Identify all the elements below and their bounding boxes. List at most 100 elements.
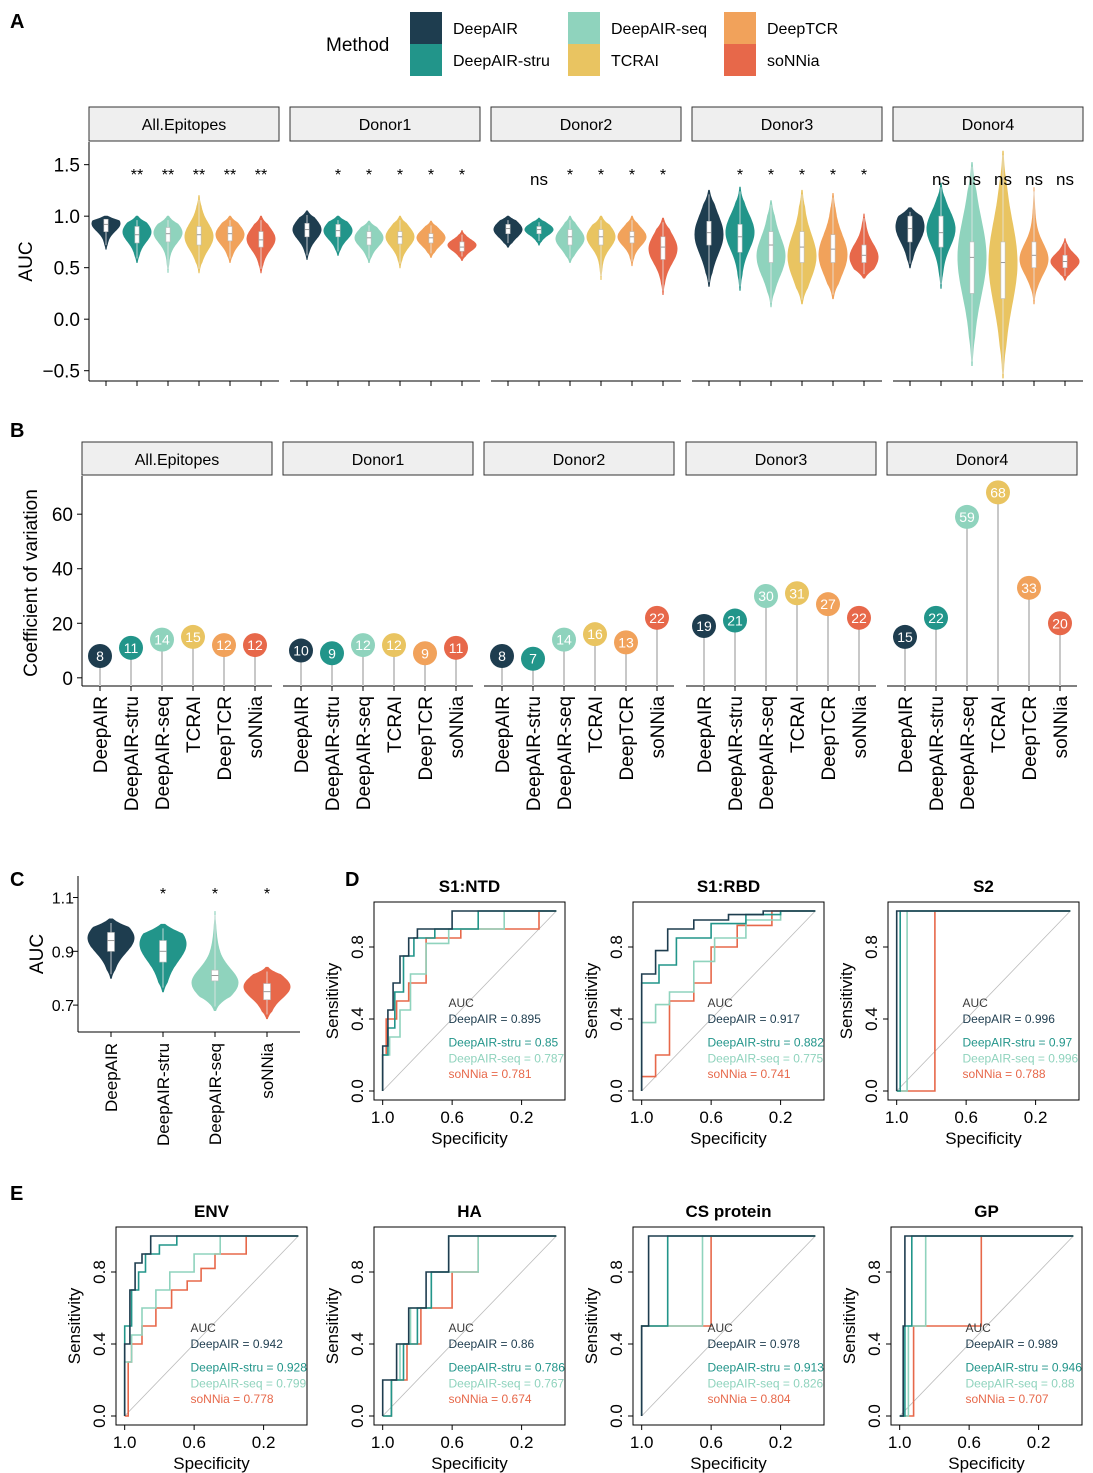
roc-d-s1-rbd-xtick-label: 1.0 [630,1108,654,1127]
panel-a-y-label: AUC [16,241,37,281]
panel-a-facet-donor3: Donor3 * * * * * [691,106,883,386]
roc-d-s1-ntd-title: S1:NTD [439,877,500,896]
panel-a-strip-label: Donor1 [359,117,412,134]
panel-b-value-label: 9 [421,645,429,661]
panel-a-significance: ** [162,167,174,184]
panel-b-value-label: 31 [789,585,805,601]
roc-e-env-ytick-label: 0.8 [90,1260,109,1284]
panel-b-strip-label: Donor4 [956,452,1009,469]
panel-a-significance: * [366,167,372,184]
panel-c-xtick-label-sonnia: soNNia [258,1042,277,1098]
roc-d-s1-ntd-ytick-label: 0.4 [348,1007,367,1031]
roc-e-cs-protein-auc-label-deepair: DeepAIR = 0.978 [707,1337,800,1351]
legend-label-deeptcr: DeepTCR [767,21,838,38]
panel-b-value-label: 8 [96,648,104,664]
roc-e-env-curve-deepair-seq [123,1235,299,1416]
roc-d-s1-ntd-curve-sonnia [381,910,557,1091]
panel-b-xtick-label-tcrai: TCRAI [989,696,1010,753]
roc-e-cs-protein-y-label: Sensitivity [582,1287,601,1364]
panel-b-point-tcrai [382,633,406,658]
roc-e-gp-curve-deepair [899,1235,1074,1417]
panel-b-point-deepair-stru [320,641,344,666]
roc-d-s1-ntd-y-label: Sensitivity [323,962,342,1039]
roc-e-gp-auc-label-deepair-seq: DeepAIR-seq = 0.88 [965,1376,1074,1390]
panel-a-all-epitopes-sonnia-box [258,231,264,248]
panel-b-point-deepair [490,644,514,668]
roc-d-s2-ytick-label: 0.8 [862,935,881,959]
roc-e-ha-title: HA [457,1202,482,1221]
legend-label-deepair: DeepAIR [453,21,518,38]
roc-e-env-diagonal [124,1235,299,1417]
roc-d-s2-x-label: Specificity [945,1129,1022,1148]
roc-e-env-xtick-label: 0.2 [252,1433,276,1452]
panel-b-ytick-label: 60 [52,505,73,526]
roc-d-s1-ntd-frame [373,901,566,1101]
panel-b-point-deepair-seq [150,627,174,652]
roc-d-s2-auc-label-deepair-stru: DeepAIR-stru = 0.97 [962,1036,1072,1050]
panel-a-strip [892,106,1084,142]
panel-a-all-epitopes-deepair-seq-box [165,227,171,243]
legend-title: Method [326,35,389,56]
panel-b-point-deepair-seq [351,633,375,658]
panel-a-significance: * [629,167,635,184]
roc-d-s1-ntd-curve-deepair [381,910,557,1091]
roc-e-cs-protein-auc-header: AUC [707,1321,733,1335]
roc-e-cs-protein-title: CS protein [686,1202,772,1221]
panel-a-donor3-deepair-seq-box [768,231,774,263]
panel-b-xtick-label-sonnia: soNNia [850,696,871,759]
panel-c-xtick-label-deepair: DeepAIR [102,1043,121,1112]
panel-b-facet-donor2: Donor2 8 DeepAIR 7 DeepAIR-stru 14 DeepAIR-seq… [483,441,675,811]
panel-c-violin-auc: AUC 1.1 0.9 0.7 DeepAIR DeepAIR-stru * DeepAIR-… [27,876,300,1146]
roc-e-env-title: ENV [194,1202,230,1221]
panel-a-significance: * [830,167,836,184]
roc-d-s1-ntd-auc-label-deepair-seq: DeepAIR-seq = 0.787 [448,1051,564,1065]
panel-b-ytick-label: 40 [52,560,73,581]
panel-a-donor3-deepair-box [706,221,712,246]
panel-c-ytick-label: 0.9 [52,944,74,961]
roc-e-gp-auc-label-deepair: DeepAIR = 0.989 [965,1337,1058,1351]
roc-d-s1-rbd-xtick-label: 0.2 [769,1108,793,1127]
roc-e-env-ytick-label: 0.4 [90,1332,109,1356]
panel-b-point-sonnia [1048,611,1072,636]
panel-a-strip-label: Donor3 [761,117,814,134]
panel-a-ytick-label: 0.5 [54,259,80,280]
panel-b-value-label: 14 [556,632,572,648]
roc-d-s1-rbd-xtick-label: 0.6 [699,1108,723,1127]
panel-a-strip-label: Donor4 [962,117,1015,134]
legend-swatch-sonnia [724,44,756,76]
roc-d-s2-auc-header: AUC [962,996,988,1010]
roc-d-s1-rbd-title: S1:RBD [697,877,760,896]
panel-a-facet-donor2: Donor2 ns * * * * [490,106,682,386]
panel-b-strip-label: Donor1 [352,452,405,469]
panel-b-point-deepair [88,644,112,668]
panel-b-ytick-label: 0 [62,669,73,690]
roc-d-s1-rbd-auc-label-deepair: DeepAIR = 0.917 [707,1012,800,1026]
roc-d-s2-auc-label-sonnia: soNNia = 0.788 [962,1067,1045,1081]
panel-c-ytick-label: 1.1 [52,891,74,908]
panel-b-value-label: 20 [1052,615,1068,631]
panel-b-xtick-label-deepair-stru: DeepAIR-stru [927,696,948,811]
roc-d-s1-rbd-curve-deepair-seq [640,910,816,1091]
panel-b-xtick-label-deepair-stru: DeepAIR-stru [726,696,747,811]
roc-d-s1-ntd-x-label: Specificity [431,1129,508,1148]
panel-a-strip [691,106,883,142]
panel-b-xtick-label-tcrai: TCRAI [184,696,205,753]
panel-a-donor1-deeptcr-box [428,233,434,244]
panel-a-significance: ** [255,167,267,184]
roc-e-gp-auc-label-sonnia: soNNia = 0.707 [965,1392,1048,1406]
roc-e-gp-auc-header: AUC [965,1321,991,1335]
panel-b-value-label: 10 [293,643,309,659]
panel-a-donor1-deepair-seq-box [366,231,372,246]
panel-b-xtick-label-deeptcr: DeepTCR [617,696,638,780]
panel-b-xtick-label-deeptcr: DeepTCR [416,696,437,780]
panel-a-significance: * [567,167,573,184]
panel-b-value-label: 13 [618,634,634,650]
roc-e-env-auc-label-sonnia: soNNia = 0.778 [190,1392,273,1406]
panel-b-xtick-label-deepair-seq: DeepAIR-seq [153,696,174,810]
panel-a-facet-donor1: Donor1 * * * * * [289,106,481,386]
panel-b-strip-label: Donor2 [553,452,606,469]
legend-swatch-deepair [410,12,442,44]
legend-swatch-deeptcr [724,12,756,44]
roc-d-s1-rbd-auc-header: AUC [707,996,733,1010]
